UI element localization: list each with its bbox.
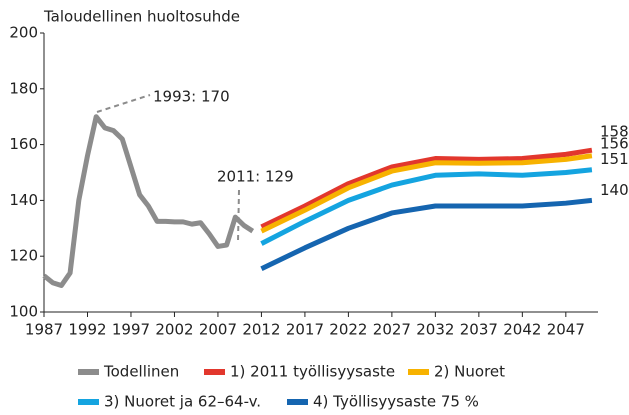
annotation: 2011: 129 — [217, 168, 294, 186]
x-tick-label: 2037 — [460, 321, 498, 339]
x-tick-label: 2042 — [503, 321, 541, 339]
x-tick-label: 2027 — [373, 321, 411, 339]
legend-label: 4) Työllisyysaste 75 % — [313, 393, 479, 411]
x-tick-label: 2047 — [547, 321, 585, 339]
end-label: 156 — [600, 134, 629, 152]
series-line — [260, 147, 593, 230]
legend-label: 2) Nuoret — [434, 363, 505, 381]
series-line — [260, 197, 593, 272]
y-tick-label: 180 — [9, 79, 38, 97]
legend-label: Todellinen — [103, 363, 179, 381]
series-line — [260, 167, 593, 246]
y-tick-label: 160 — [9, 135, 38, 153]
x-tick-label: 1992 — [68, 321, 106, 339]
x-tick-label: 2012 — [242, 321, 280, 339]
end-label: 151 — [600, 150, 629, 168]
annotation: 1993: 170 — [153, 88, 230, 106]
end-label: 158 — [600, 123, 629, 141]
x-tick-label: 1987 — [25, 321, 63, 339]
y-tick-label: 140 — [9, 191, 38, 209]
x-tick-label: 1997 — [112, 321, 150, 339]
leader-line — [237, 189, 240, 243]
legend-label: 3) Nuoret ja 62–64-v. — [104, 393, 261, 411]
x-tick-label: 2022 — [329, 321, 367, 339]
series-line — [260, 153, 593, 234]
y-tick-label: 200 — [9, 24, 38, 42]
chart-title: Taloudellinen huoltosuhde — [43, 8, 240, 26]
x-tick-label: 2017 — [286, 321, 324, 339]
x-tick-label: 2007 — [199, 321, 237, 339]
series-line — [42, 114, 255, 288]
leader-line — [96, 94, 151, 113]
legend-label: 1) 2011 työllisyysaste — [230, 363, 395, 381]
x-tick-label: 2002 — [155, 321, 193, 339]
end-label: 140 — [600, 181, 629, 199]
x-tick-label: 2032 — [416, 321, 454, 339]
y-tick-label: 100 — [9, 303, 38, 321]
y-tick-label: 120 — [9, 247, 38, 265]
